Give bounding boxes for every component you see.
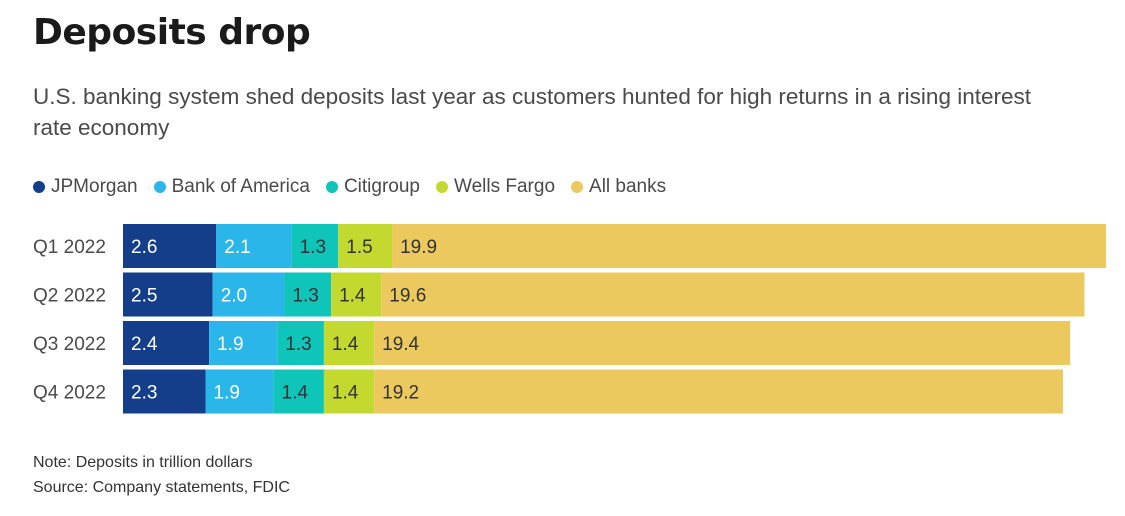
legend-label: Wells Fargo [454, 176, 556, 197]
bar-segment [216, 224, 292, 268]
bar-segment [323, 321, 375, 365]
legend-dot [33, 181, 45, 193]
data-label: 2.3 [131, 383, 157, 404]
bar-segment [123, 224, 217, 268]
chart-title: Deposits drop [33, 12, 311, 53]
data-label: 1.4 [282, 383, 309, 404]
legend-dot [325, 181, 338, 193]
data-label: 1.3 [285, 334, 311, 355]
data-label: 1.4 [332, 383, 359, 404]
data-label: 2.0 [221, 286, 247, 307]
data-label: 1.3 [300, 237, 326, 258]
legend-item: JPMorgan [33, 176, 138, 198]
bar-segment [273, 369, 324, 414]
legend-label: Citigroup [343, 176, 420, 197]
category-label: Q4 2022 [33, 383, 106, 404]
category-label: Q3 2022 [33, 334, 106, 355]
data-label: 19.4 [382, 334, 419, 355]
note-text: Note: Deposits in trillion dollars [33, 454, 253, 471]
bar-segment [374, 321, 1071, 365]
legend-dot [153, 181, 166, 193]
data-label: 2.6 [131, 237, 157, 258]
stacked-bar-chart: Q1 2022 2.6 2.1 1.3 1.5 19.9 Q2 2022 2.5 2.0 1.3 1… [33, 224, 1106, 414]
bar-segment [323, 369, 375, 414]
bar-segment [277, 321, 324, 365]
bar-segment [123, 272, 213, 317]
data-label: 1.9 [214, 383, 240, 404]
legend-dot [436, 181, 448, 193]
data-label: 2.5 [131, 286, 157, 307]
bar-segment [123, 321, 210, 365]
data-label: 19.6 [389, 286, 426, 307]
legend-label: JPMorgan [51, 176, 138, 197]
bar-segment [212, 272, 285, 317]
bar-segment [291, 224, 339, 268]
legend-label: All banks [589, 176, 667, 197]
bar-segment [374, 369, 1063, 414]
bar-segment [205, 369, 274, 414]
bar-segment [284, 272, 332, 317]
legend: JPMorgan Bank of America Citigroup Wells Fa… [33, 176, 682, 198]
bar-segment [338, 224, 393, 268]
data-label: 1.9 [217, 334, 243, 355]
legend-item: Citigroup [325, 176, 420, 198]
bar-segment [381, 272, 1085, 317]
bar-segment [209, 321, 278, 365]
data-label: 19.9 [400, 237, 437, 258]
data-label: 1.4 [332, 334, 359, 355]
legend-label: Bank of America [171, 176, 310, 197]
chart-subtitle: U.S. banking system shed deposits last y… [33, 84, 1031, 140]
legend-item: All banks [571, 176, 666, 198]
bar-segment [392, 224, 1106, 268]
category-label: Q2 2022 [33, 286, 106, 307]
data-label: 1.3 [292, 286, 318, 307]
data-label: 2.4 [131, 334, 158, 355]
data-label: 2.1 [224, 237, 250, 258]
category-label: Q1 2022 [33, 237, 106, 258]
legend-dot [571, 181, 584, 193]
data-label: 1.4 [339, 286, 366, 307]
legend-item: Wells Fargo [436, 176, 555, 198]
data-label: 19.2 [382, 383, 419, 404]
legend-item: Bank of America [153, 176, 310, 198]
source-text: Source: Company statements, FDIC [33, 479, 290, 496]
chart-footnote: Note: Deposits in trillion dollars Sourc… [33, 450, 290, 500]
data-label: 1.5 [346, 237, 372, 258]
bar-segment [331, 272, 382, 317]
bar-segment [123, 369, 206, 414]
